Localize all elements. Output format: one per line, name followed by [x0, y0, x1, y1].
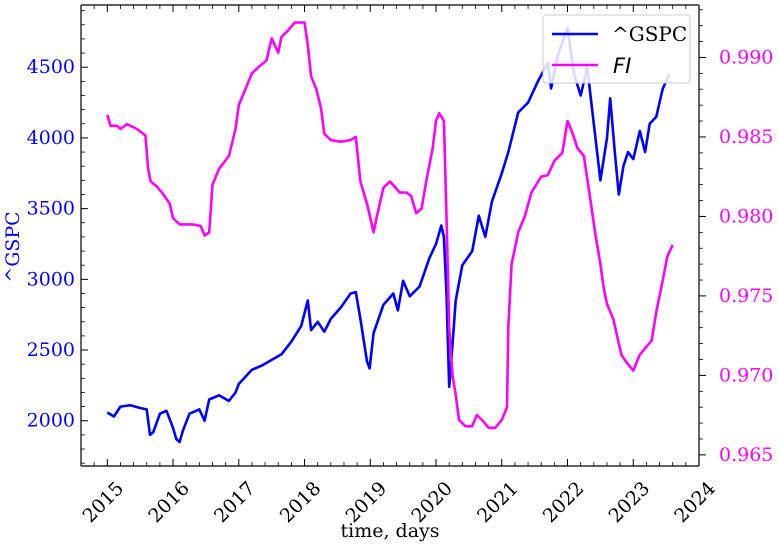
right-y-tick-label: 0.985	[719, 126, 773, 148]
x-tick-label: 2022	[539, 477, 589, 527]
right-y-tick-label: 0.990	[719, 46, 773, 68]
right-y-tick-label: 0.970	[719, 364, 773, 386]
left-y-tick-label: 3000	[27, 268, 75, 290]
left-y-tick-label: 3500	[27, 198, 75, 220]
x-tick-label: 2017	[210, 477, 260, 527]
left-y-axis-title: ^GSPC	[2, 211, 24, 282]
x-tick-label: 2021	[473, 477, 523, 527]
left-y-tick-label: 2500	[27, 339, 75, 361]
x-axis-title: time, days	[340, 520, 439, 542]
legend: ^GSPC FI	[542, 14, 691, 84]
left-y-tick-label: 2000	[27, 410, 75, 432]
x-tick-label: 2016	[144, 477, 194, 527]
left-y-tick-label: 4500	[27, 56, 75, 78]
labels-layer: time, days ^GSPC	[2, 211, 440, 542]
legend-fi-label: FI	[613, 54, 631, 78]
left-y-tick-label: 4000	[27, 127, 75, 149]
series-layer	[106, 21, 674, 444]
legend-gspc-label: ^GSPC	[612, 22, 687, 46]
x-tick-label: 2024	[670, 477, 720, 527]
x-tick-label: 2015	[78, 477, 128, 527]
right-y-tick-label: 0.965	[719, 444, 773, 466]
series-line-fi	[106, 21, 674, 430]
right-y-tick-label: 0.975	[719, 285, 773, 307]
right-y-tick-label: 0.980	[719, 205, 773, 227]
x-tick-label: 2023	[604, 477, 654, 527]
series-line-gspc	[106, 26, 671, 444]
x-tick-label: 2018	[276, 477, 326, 527]
